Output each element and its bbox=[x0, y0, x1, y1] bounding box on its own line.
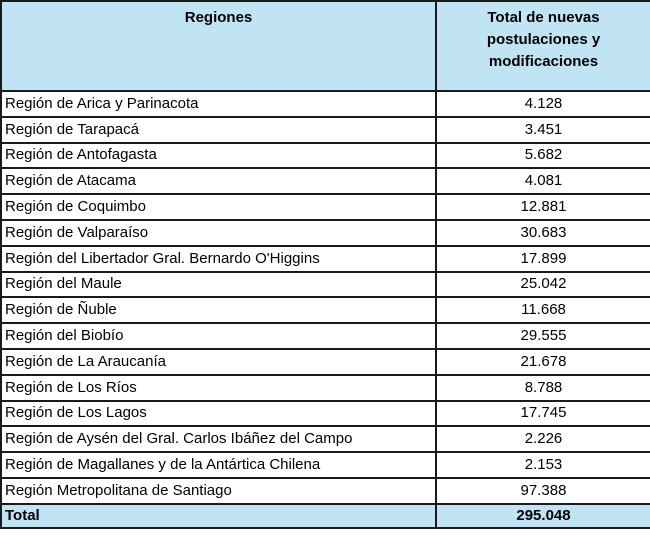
value-cell: 21.678 bbox=[435, 347, 650, 376]
table-row: Región del Libertador Gral. Bernardo O'H… bbox=[0, 244, 650, 273]
table-row: Región de Atacama 4.081 bbox=[0, 167, 650, 196]
table-row: Región de Coquimbo 12.881 bbox=[0, 193, 650, 221]
value-cell: 17.899 bbox=[435, 244, 650, 273]
header-row: Regiones Total de nuevas postulaciones y… bbox=[0, 0, 650, 92]
region-cell: Total bbox=[0, 502, 437, 529]
table-body: Región de Arica y Parinacota 4.128 Región … bbox=[0, 90, 650, 529]
region-cell: Región del Biobío bbox=[0, 322, 437, 350]
value-cell: 4.128 bbox=[435, 90, 650, 118]
value-cell: 97.388 bbox=[435, 476, 650, 505]
value-cell: 2.153 bbox=[435, 451, 650, 479]
table-row: Región de Arica y Parinacota 4.128 bbox=[0, 90, 650, 118]
value-cell: 12.881 bbox=[435, 193, 650, 221]
table-row: Región de Los Lagos 17.745 bbox=[0, 399, 650, 428]
region-cell: Región de Coquimbo bbox=[0, 193, 437, 221]
region-cell: Región del Libertador Gral. Bernardo O'H… bbox=[0, 244, 437, 273]
region-cell: Región de Tarapacá bbox=[0, 115, 437, 144]
region-cell: Región de Arica y Parinacota bbox=[0, 90, 437, 118]
region-cell: Región de Antofagasta bbox=[0, 141, 437, 170]
table-row: Región Metropolitana de Santiago 97.388 bbox=[0, 476, 650, 505]
region-cell: Región de Ñuble bbox=[0, 296, 437, 325]
value-cell: 17.745 bbox=[435, 399, 650, 428]
table-row: Región de Los Ríos 8.788 bbox=[0, 373, 650, 402]
table-row: Región de Magallanes y de la Antártica C… bbox=[0, 451, 650, 479]
value-cell: 5.682 bbox=[435, 141, 650, 170]
region-cell: Región de Los Ríos bbox=[0, 373, 437, 402]
region-cell: Región de Atacama bbox=[0, 167, 437, 196]
region-cell: Región del Maule bbox=[0, 270, 437, 299]
value-cell: 2.226 bbox=[435, 425, 650, 454]
value-cell: 8.788 bbox=[435, 373, 650, 402]
value-cell: 3.451 bbox=[435, 115, 650, 144]
value-cell: 295.048 bbox=[435, 502, 650, 529]
table-row: Región del Maule 25.042 bbox=[0, 270, 650, 299]
table-row: Región de La Araucanía 21.678 bbox=[0, 347, 650, 376]
region-cell: Región de Magallanes y de la Antártica C… bbox=[0, 451, 437, 479]
value-cell: 29.555 bbox=[435, 322, 650, 350]
region-cell: Región de Los Lagos bbox=[0, 399, 437, 428]
value-cell: 4.081 bbox=[435, 167, 650, 196]
table-row: Región del Biobío 29.555 bbox=[0, 322, 650, 350]
region-cell: Región de La Araucanía bbox=[0, 347, 437, 376]
data-table: Regiones Total de nuevas postulaciones y… bbox=[0, 0, 650, 529]
region-cell: Región Metropolitana de Santiago bbox=[0, 476, 437, 505]
header-cell: Total de nuevas postulaciones y modifica… bbox=[435, 0, 650, 92]
region-cell: Región de Aysén del Gral. Carlos Ibáñez … bbox=[0, 425, 437, 454]
value-cell: 11.668 bbox=[435, 296, 650, 325]
value-cell: 25.042 bbox=[435, 270, 650, 299]
total-row: Total 295.048 bbox=[0, 502, 650, 529]
header-text: Total de nuevas postulaciones y modifica… bbox=[486, 9, 601, 70]
value-cell: 30.683 bbox=[435, 218, 650, 247]
region-cell: Región de Valparaíso bbox=[0, 218, 437, 247]
table-row: Región de Antofagasta 5.682 bbox=[0, 141, 650, 170]
table-row: Región de Ñuble 11.668 bbox=[0, 296, 650, 325]
table-row: Región de Aysén del Gral. Carlos Ibáñez … bbox=[0, 425, 650, 454]
table-row: Región de Valparaíso 30.683 bbox=[0, 218, 650, 247]
table-row: Región de Tarapacá 3.451 bbox=[0, 115, 650, 144]
header-cell: Regiones bbox=[0, 0, 437, 92]
